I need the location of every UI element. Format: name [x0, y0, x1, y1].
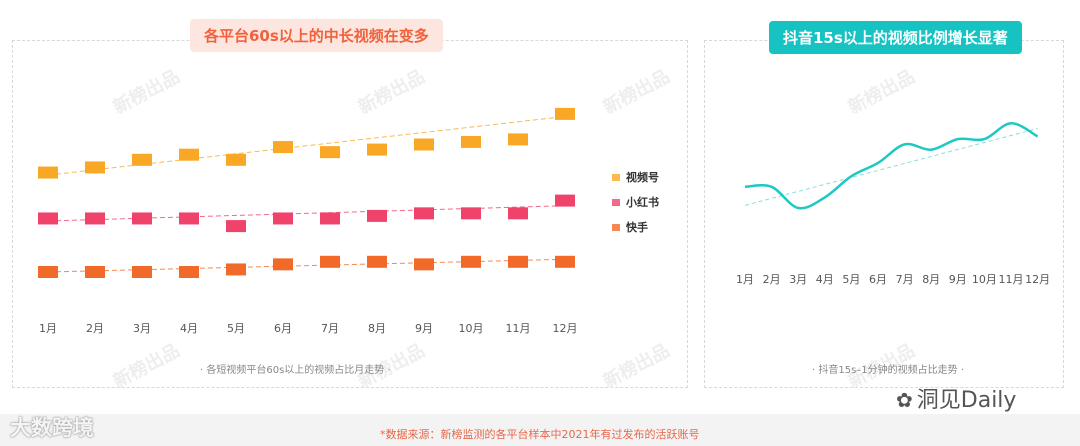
x-tick-label: 11月: [999, 273, 1024, 286]
legend-label: 快手: [625, 220, 648, 234]
data-marker: [414, 207, 434, 220]
data-marker: [555, 107, 575, 120]
data-marker: [226, 220, 246, 233]
x-tick-label: 8月: [922, 273, 940, 286]
footer-bar: [0, 414, 1080, 446]
data-marker: [555, 194, 575, 207]
x-tick-label: 4月: [180, 322, 198, 335]
data-marker: [555, 255, 575, 268]
data-marker: [508, 133, 528, 146]
data-marker: [461, 207, 481, 220]
x-tick-label: 6月: [869, 273, 887, 286]
data-marker: [367, 209, 387, 222]
data-marker: [461, 255, 481, 268]
x-tick-label: 9月: [415, 322, 433, 335]
data-marker: [367, 255, 387, 268]
data-marker: [320, 146, 340, 159]
data-marker: [320, 255, 340, 268]
data-marker: [38, 212, 58, 225]
data-marker: [226, 153, 246, 166]
data-source-note: *数据来源：新榜监测的各平台样本中2021年有过发布的活跃账号: [380, 428, 700, 441]
left-chart-panel: [12, 40, 688, 388]
wechat-icon: ✿: [896, 388, 913, 412]
trend-line-1: [47, 205, 566, 222]
brand-left-logo: 大数跨境: [10, 412, 94, 442]
data-marker: [273, 212, 293, 225]
x-tick-label: 5月: [842, 273, 860, 286]
x-tick-label: 10月: [972, 273, 997, 286]
left-chart-subtitle: · 各短视频平台60s以上的视频占比月走势 ·: [200, 365, 391, 376]
brand-right-text: 洞见Daily: [916, 388, 1017, 413]
legend-swatch: [612, 174, 620, 181]
data-marker: [179, 148, 199, 161]
x-tick-label: 7月: [896, 273, 914, 286]
x-tick-label: 5月: [227, 322, 245, 335]
trend-line-right: [744, 128, 1038, 206]
x-tick-label: 2月: [763, 273, 781, 286]
data-marker: [320, 212, 340, 225]
data-marker: [179, 212, 199, 225]
data-marker: [85, 266, 105, 278]
data-marker: [226, 263, 246, 276]
x-tick-label: 8月: [368, 322, 386, 335]
legend-label: 小红书: [625, 195, 659, 209]
brand-right-logo: ✿ 洞见Daily: [896, 382, 1016, 414]
data-marker: [508, 207, 528, 220]
brand-left-text: 大数跨境: [10, 416, 94, 440]
data-marker: [38, 266, 58, 278]
data-marker: [508, 255, 528, 268]
trend-line-2: [47, 258, 566, 273]
data-marker: [132, 153, 152, 166]
trend-line-0: [47, 115, 566, 176]
x-tick-label: 12月: [553, 322, 578, 335]
x-tick-label: 11月: [506, 322, 531, 335]
right-chart-subtitle: · 抖音15s–1分钟的视频占比走势 ·: [812, 365, 965, 376]
data-marker: [414, 138, 434, 151]
data-marker: [461, 135, 481, 148]
legend-swatch: [612, 224, 620, 231]
data-marker: [273, 258, 293, 271]
x-tick-label: 4月: [816, 273, 834, 286]
x-tick-label: 9月: [949, 273, 967, 286]
left-chart-title: 各平台60s以上的中长视频在变多: [190, 19, 443, 52]
data-marker: [414, 258, 434, 271]
data-marker: [85, 212, 105, 225]
x-tick-label: 3月: [133, 322, 151, 335]
legend-label: 视频号: [626, 170, 659, 184]
x-tick-label: 10月: [459, 322, 484, 335]
x-tick-label: 12月: [1025, 273, 1050, 286]
right-chart-title: 抖音15s以上的视频比例增长显著: [769, 21, 1022, 54]
x-tick-label: 7月: [321, 322, 339, 335]
x-tick-label: 1月: [39, 322, 57, 335]
right-chart-panel: [704, 40, 1064, 388]
data-marker: [85, 161, 105, 174]
data-marker: [367, 143, 387, 156]
series-line-douyin: [744, 121, 1039, 210]
x-tick-label: 2月: [86, 322, 104, 335]
data-marker: [179, 266, 199, 278]
data-marker: [132, 266, 152, 278]
data-marker: [273, 141, 293, 154]
x-tick-label: 1月: [736, 273, 754, 286]
data-marker: [132, 212, 152, 225]
data-marker: [38, 166, 58, 179]
x-tick-label: 6月: [274, 322, 292, 335]
x-tick-label: 3月: [789, 273, 807, 286]
legend-swatch: [612, 199, 620, 206]
